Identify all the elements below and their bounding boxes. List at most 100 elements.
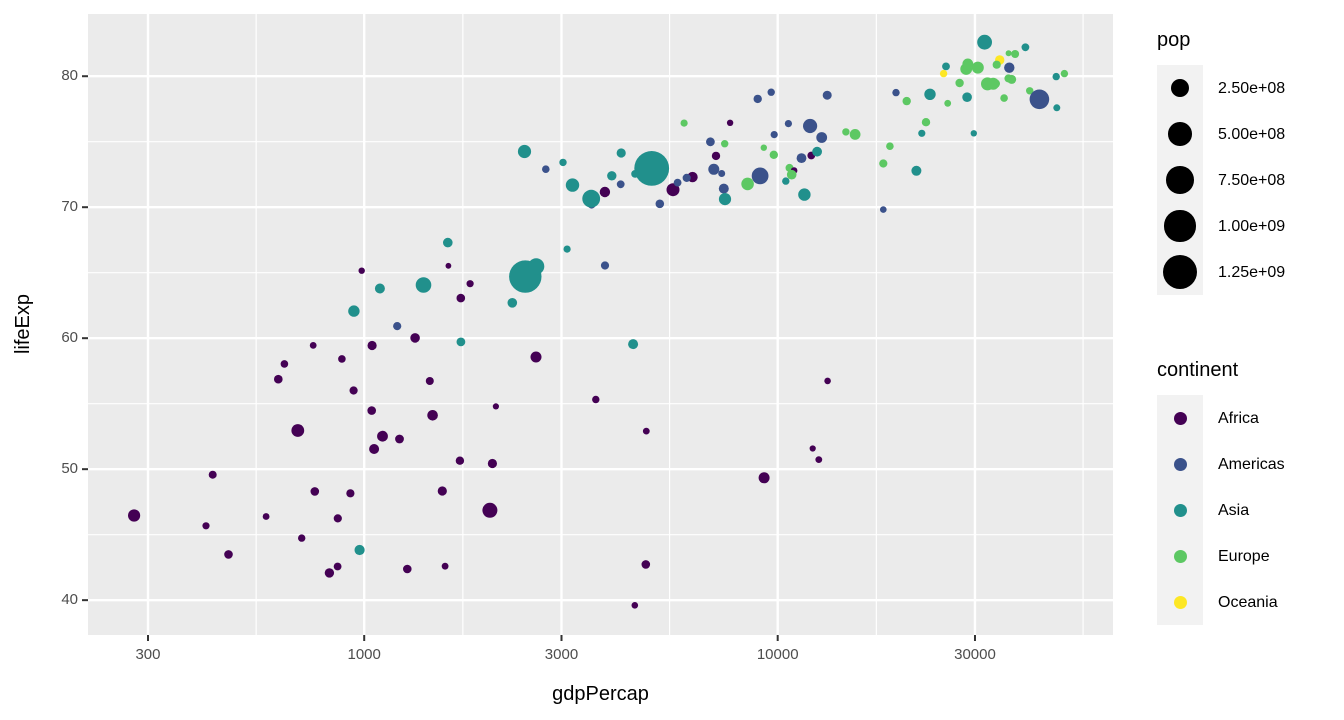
data-point xyxy=(721,140,729,148)
data-point xyxy=(374,283,385,294)
data-point xyxy=(809,445,816,452)
data-point xyxy=(309,342,317,349)
data-point xyxy=(955,78,964,88)
data-point xyxy=(367,340,377,351)
data-point xyxy=(348,305,360,317)
data-point xyxy=(718,170,726,177)
x-tick-label: 300 xyxy=(135,646,161,663)
data-point xyxy=(767,88,775,96)
data-point xyxy=(911,165,922,176)
legend-dot-icon xyxy=(1173,411,1187,425)
data-point xyxy=(582,189,601,208)
data-point xyxy=(641,560,651,569)
legend-label: Africa xyxy=(1218,409,1259,427)
size-legend-title: pop xyxy=(1157,29,1191,51)
data-point xyxy=(758,472,770,484)
data-point xyxy=(482,502,498,518)
data-point xyxy=(437,486,447,496)
data-point xyxy=(849,129,861,140)
data-point xyxy=(565,178,580,192)
data-point xyxy=(803,118,818,134)
legend-dot-icon xyxy=(1164,210,1196,242)
legend-label: 1.00e+09 xyxy=(1218,217,1286,235)
y-tick-label: 80 xyxy=(61,67,78,85)
data-point xyxy=(628,339,639,350)
legend-label: 1.25e+09 xyxy=(1218,263,1286,281)
y-axis-title: lifeExp xyxy=(12,293,34,355)
data-point xyxy=(631,170,639,178)
data-point xyxy=(786,169,797,180)
data-point xyxy=(274,374,283,384)
legend-dot-icon xyxy=(1166,166,1194,194)
data-point xyxy=(631,602,639,609)
data-point xyxy=(607,171,617,181)
x-tick-label: 1000 xyxy=(347,646,381,663)
data-point xyxy=(769,150,778,159)
data-point xyxy=(706,137,715,147)
legend-dot-icon xyxy=(1162,254,1197,289)
data-point xyxy=(760,144,767,151)
y-tick-label: 50 xyxy=(61,460,78,478)
data-point xyxy=(1026,87,1034,95)
legend-label: Europe xyxy=(1218,547,1270,565)
data-point xyxy=(880,206,887,213)
data-point xyxy=(977,34,992,50)
data-point xyxy=(456,337,466,347)
data-point xyxy=(599,186,611,198)
data-point xyxy=(634,151,670,186)
data-point xyxy=(682,173,691,182)
data-point xyxy=(202,522,210,530)
data-point xyxy=(886,142,894,150)
data-point xyxy=(262,513,270,520)
data-point xyxy=(751,167,769,185)
data-point xyxy=(1007,74,1017,84)
data-point xyxy=(492,403,499,410)
data-point xyxy=(842,128,850,136)
data-point xyxy=(1011,50,1020,58)
data-point xyxy=(298,534,306,542)
legend-dot-icon xyxy=(1173,595,1187,609)
data-point xyxy=(918,129,926,137)
data-point xyxy=(824,377,831,385)
legend-label: 2.50e+08 xyxy=(1218,79,1286,97)
data-point xyxy=(208,470,217,479)
data-point xyxy=(349,386,358,395)
data-point xyxy=(962,58,974,70)
data-point xyxy=(310,487,320,496)
legend-dot-icon xyxy=(1173,503,1187,517)
data-point xyxy=(466,280,474,288)
data-point xyxy=(1029,89,1050,110)
legend-dot-icon xyxy=(1173,457,1187,471)
data-point xyxy=(902,96,911,106)
data-point xyxy=(427,410,438,421)
data-point xyxy=(666,183,680,197)
x-tick-label: 10000 xyxy=(756,646,799,663)
data-point xyxy=(358,267,365,274)
data-point xyxy=(726,119,734,127)
data-point xyxy=(425,377,434,385)
data-point xyxy=(784,120,793,128)
data-point xyxy=(718,193,732,206)
legend-label: Oceania xyxy=(1218,593,1278,611)
y-tick-label: 60 xyxy=(61,329,78,347)
data-point xyxy=(291,424,305,437)
legend-dot-icon xyxy=(1173,549,1187,563)
x-tick-label: 3000 xyxy=(544,646,579,663)
data-point xyxy=(592,395,600,404)
data-point xyxy=(892,88,900,97)
data-point xyxy=(528,258,545,275)
data-point xyxy=(333,514,342,523)
data-point xyxy=(563,245,571,253)
data-point xyxy=(741,177,754,191)
data-point xyxy=(517,144,532,159)
data-point xyxy=(1052,72,1060,81)
data-point xyxy=(346,489,355,498)
color-legend-title: continent xyxy=(1157,359,1239,381)
data-point xyxy=(377,430,388,442)
data-point xyxy=(798,188,811,201)
data-point xyxy=(942,62,950,71)
x-axis-title: gdpPercap xyxy=(552,683,649,705)
data-point xyxy=(815,456,823,463)
data-point xyxy=(600,261,610,270)
data-point xyxy=(708,163,720,175)
